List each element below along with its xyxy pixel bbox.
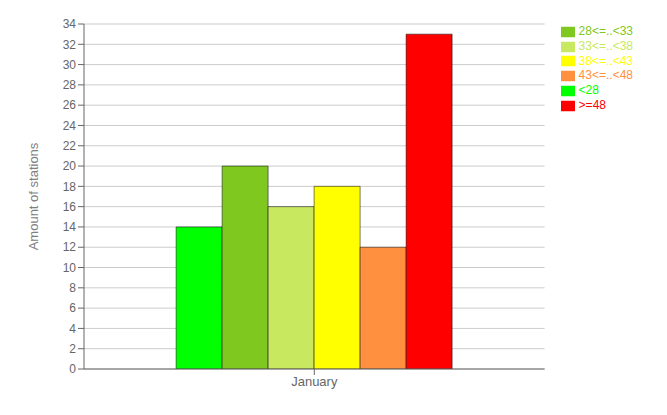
svg-text:32: 32 xyxy=(63,38,77,52)
html-text:28<=..<33: 28<=..<33 xyxy=(578,24,633,38)
svg-text:2: 2 xyxy=(69,342,76,356)
svg-text:10: 10 xyxy=(63,261,77,275)
svg-text:24: 24 xyxy=(63,119,77,133)
svg-text:January: January xyxy=(291,374,338,389)
html-text:33<=..<38: 33<=..<38 xyxy=(578,38,633,53)
svg-text:28: 28 xyxy=(63,78,77,92)
html-text:43<=..<48: 43<=..<48 xyxy=(578,68,633,83)
svg-text:0: 0 xyxy=(69,362,76,376)
svg-text:34: 34 xyxy=(63,17,77,31)
svg-text:4: 4 xyxy=(69,322,76,336)
svg-text:Amount of stations: Amount of stations xyxy=(26,142,41,250)
svg-text:8: 8 xyxy=(69,281,76,295)
svg-text:26: 26 xyxy=(63,98,77,112)
html-text:>=48: >=48 xyxy=(578,98,606,113)
html-text:<28: <28 xyxy=(578,83,599,98)
svg-text:18: 18 xyxy=(63,180,77,194)
svg-text:16: 16 xyxy=(63,200,77,214)
svg-text:12: 12 xyxy=(63,240,77,254)
svg-text:6: 6 xyxy=(69,301,76,315)
svg-text:14: 14 xyxy=(63,220,77,234)
svg-text:22: 22 xyxy=(63,139,77,153)
svg-text:20: 20 xyxy=(63,159,77,173)
svg-text:30: 30 xyxy=(63,58,77,72)
html-text:38<=..<43: 38<=..<43 xyxy=(578,53,633,68)
